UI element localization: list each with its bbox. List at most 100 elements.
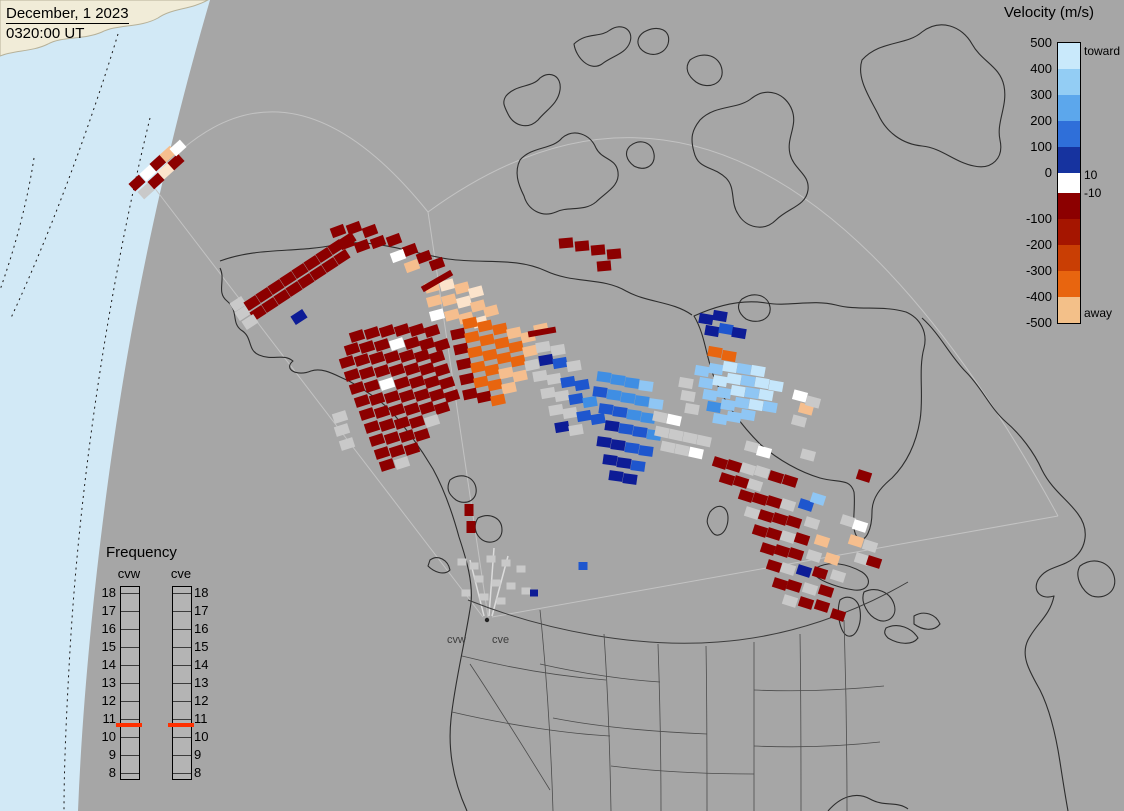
frequency-tick-line	[121, 773, 139, 774]
radar-cell	[290, 308, 308, 326]
velocity-tick-label: -300	[1025, 263, 1052, 278]
radar-cell	[530, 589, 538, 597]
radar-cell	[726, 372, 742, 386]
frequency-tick-line	[121, 665, 139, 666]
coastlines	[219, 24, 1116, 811]
radar-cell	[540, 386, 556, 400]
radar-cell	[787, 547, 805, 561]
radar-cell	[634, 395, 650, 407]
frequency-tick-label: 11	[102, 711, 117, 726]
radar-cell	[137, 182, 155, 200]
radar-cell	[716, 386, 732, 400]
radar-cell	[338, 437, 356, 451]
radar-cell	[361, 223, 379, 239]
radar-cell	[688, 446, 704, 460]
radar-cell	[829, 569, 847, 583]
frequency-tick-label: 10	[194, 729, 209, 744]
radar-cell	[524, 358, 540, 372]
radar-cell	[428, 350, 446, 364]
radar-cell	[578, 562, 588, 570]
frequency-tick-line	[173, 737, 191, 738]
radar-cell	[393, 456, 411, 470]
frequency-tick-label: 14	[101, 657, 116, 672]
radar-cell	[378, 377, 396, 391]
velocity-tick-label: -100	[1025, 211, 1052, 226]
radar-cell	[338, 355, 356, 369]
radar-cell	[754, 376, 770, 390]
velocity-inner-label: -10	[1084, 186, 1102, 200]
frequency-tick-line	[121, 755, 139, 756]
frequency-tick-label: 14	[194, 657, 209, 672]
radar-cell	[450, 327, 466, 341]
radar-cell	[660, 440, 676, 454]
radar-cell	[418, 362, 436, 376]
radar-cell	[740, 374, 756, 388]
radar-cell	[739, 462, 757, 476]
frequency-tick-line	[121, 647, 139, 648]
radar-cell	[554, 389, 570, 403]
radar-cell	[415, 249, 433, 265]
time-text: 0320:00 UT	[6, 25, 85, 42]
radar-cell	[758, 388, 774, 402]
radar-cell	[751, 492, 769, 506]
toward-label: toward	[1084, 44, 1121, 58]
radar-cell	[612, 406, 628, 418]
radar-cell	[535, 340, 551, 354]
velocity-legend: Velocity (m/s) toward away 500 400 300 200 1…	[1000, 4, 1124, 336]
radar-cell	[799, 448, 817, 462]
radar-cell	[403, 442, 421, 456]
radar-cell	[746, 478, 764, 492]
frequency-column-cve: cve	[170, 566, 192, 581]
radar-cell	[861, 539, 879, 553]
radar-cell	[718, 472, 736, 486]
radar-cell	[734, 396, 750, 410]
radar-cell	[455, 295, 473, 309]
radar-cell	[527, 326, 557, 338]
velocity-tick-label: 0	[1044, 165, 1052, 180]
radar-cell	[408, 375, 426, 389]
radar-cell	[403, 362, 421, 376]
radar-cell	[433, 363, 451, 377]
radar-cell	[462, 387, 478, 401]
radar-cell	[765, 495, 783, 509]
radar-cell	[393, 376, 411, 390]
radar-cell	[768, 379, 784, 393]
radar-cell	[303, 254, 321, 272]
radar-cell	[791, 389, 809, 403]
radar-cell	[668, 428, 684, 442]
radar-cell	[139, 164, 157, 182]
radar-cell	[369, 234, 387, 250]
colorbar-segment	[1058, 271, 1080, 297]
velocity-tick-label: -200	[1025, 237, 1052, 252]
frequency-tick-line	[173, 719, 191, 720]
radar-cell	[486, 555, 496, 563]
frequency-marker-cve	[168, 723, 194, 727]
radar-cell	[743, 440, 761, 454]
radar-cell	[720, 398, 736, 412]
radar-cell	[558, 237, 574, 249]
hudson-bay-outline	[693, 301, 926, 540]
radar-cell	[491, 579, 501, 587]
radar-cell	[373, 338, 391, 352]
radar-cell	[433, 338, 451, 352]
frequency-tick-line	[121, 683, 139, 684]
radar-cell	[694, 364, 710, 378]
radar-cell	[610, 439, 626, 451]
radar-cell	[368, 351, 386, 365]
radar-cell	[795, 564, 813, 578]
velocity-legend-title: Velocity (m/s)	[1004, 4, 1095, 21]
velocity-tick-label: 300	[1030, 87, 1052, 102]
radar-cell	[477, 319, 493, 333]
frequency-tick-line	[173, 611, 191, 612]
velocity-tick-label: 400	[1030, 61, 1052, 76]
radar-cell	[315, 246, 333, 264]
radar-cell	[548, 403, 564, 417]
radar-cell	[702, 388, 718, 402]
radar-cell	[803, 516, 821, 530]
colorbar-segment	[1058, 193, 1080, 219]
frequency-legend: Frequency cvw cve 18 18 17 17 16 16 15 15 14 14 13…	[92, 542, 242, 792]
radar-cell	[654, 425, 670, 439]
radar-cell	[574, 240, 590, 252]
radar-cell	[408, 323, 426, 337]
radar-cell	[759, 542, 777, 556]
